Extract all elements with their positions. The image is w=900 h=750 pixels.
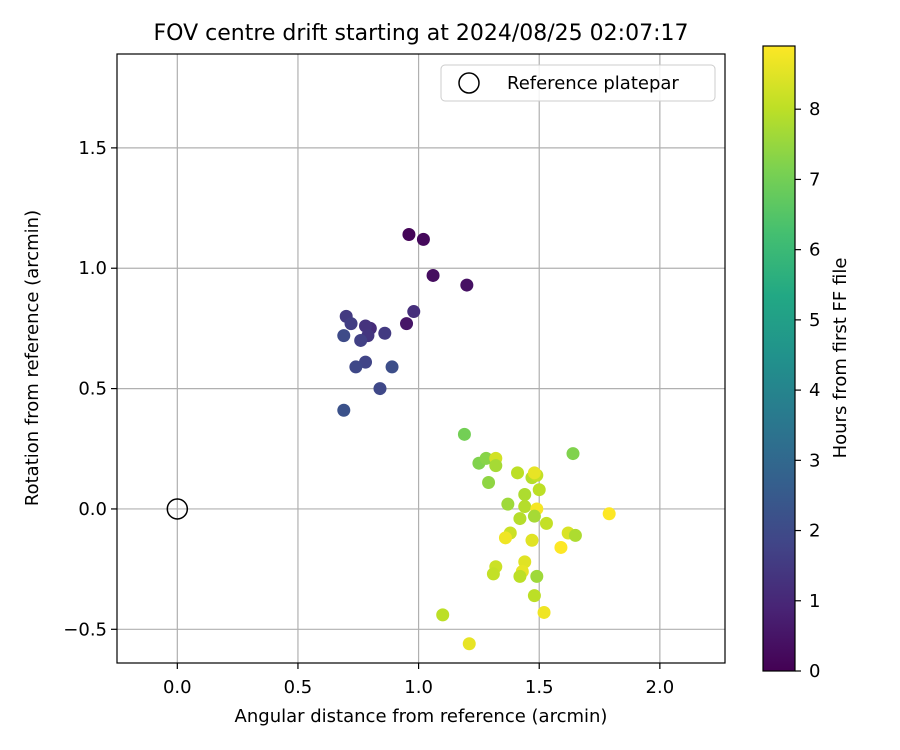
- data-point: [527, 589, 541, 603]
- grid-lines: [117, 54, 725, 663]
- data-point: [513, 512, 527, 526]
- data-point: [457, 427, 471, 441]
- data-point: [527, 466, 541, 480]
- data-points: [337, 228, 616, 651]
- data-point: [416, 232, 430, 246]
- colorbar-tick-label: 0: [809, 661, 820, 682]
- data-point: [378, 326, 392, 340]
- data-point: [518, 488, 532, 502]
- data-point: [337, 329, 351, 343]
- data-point: [518, 500, 532, 514]
- colorbar-tick-label: 5: [809, 310, 820, 331]
- legend-reference-marker: [458, 72, 480, 94]
- reference-platepar-marker: [166, 498, 189, 520]
- colorbar-tick-label: 3: [809, 450, 820, 471]
- data-point: [513, 569, 527, 583]
- data-point: [525, 533, 539, 547]
- y-tick-label: 0.0: [78, 499, 107, 520]
- data-point: [566, 447, 580, 461]
- data-point: [460, 278, 474, 292]
- legend-label-reference: Reference platepar: [507, 73, 679, 94]
- colorbar-ticks: 0 1 2 3 4 5 6 7 8: [795, 99, 820, 682]
- data-point: [385, 360, 399, 374]
- x-axis-label: Angular distance from reference (arcmin): [235, 706, 608, 727]
- colorbar-gradient: [763, 46, 795, 671]
- data-point: [532, 483, 546, 497]
- data-point: [337, 403, 351, 417]
- colorbar-label: Hours from first FF file: [830, 258, 851, 459]
- colorbar-tick-label: 8: [809, 99, 820, 120]
- data-point: [349, 360, 363, 374]
- data-point: [511, 466, 525, 480]
- data-point: [462, 637, 476, 651]
- colorbar-tick-label: 6: [809, 240, 820, 261]
- data-point: [501, 497, 515, 511]
- data-point: [400, 317, 414, 331]
- data-point: [354, 333, 368, 347]
- data-point: [530, 569, 544, 583]
- data-point: [539, 516, 553, 530]
- x-tick-label: 1.5: [525, 677, 554, 698]
- data-point: [486, 567, 500, 581]
- colorbar-tick-label: 1: [809, 591, 820, 612]
- colorbar: 0 1 2 3 4 5 6 7 8 Hours from first FF file: [762, 45, 851, 682]
- data-point: [426, 268, 440, 282]
- data-point: [402, 228, 416, 242]
- colorbar-tick-label: 7: [809, 169, 820, 190]
- y-tick-label: 0.5: [78, 379, 107, 400]
- reference-marker-group: [166, 498, 189, 520]
- data-point: [373, 382, 387, 396]
- y-tick-label: 1.5: [78, 138, 107, 159]
- data-point: [602, 507, 616, 521]
- data-point: [554, 540, 568, 554]
- data-point: [489, 459, 503, 473]
- data-point: [537, 605, 551, 619]
- data-point: [527, 509, 541, 523]
- x-tick-label: 2.0: [646, 677, 675, 698]
- data-point: [344, 317, 358, 331]
- data-point: [568, 528, 582, 542]
- data-point: [482, 475, 496, 489]
- x-tick-label: 0.5: [284, 677, 313, 698]
- data-point: [407, 305, 421, 319]
- colorbar-tick-label: 2: [809, 521, 820, 542]
- data-point: [436, 608, 450, 622]
- legend-box: [440, 64, 716, 102]
- colorbar-frame: [762, 45, 796, 672]
- x-axis-ticks: 0.0 0.5 1.0 1.5 2.0: [163, 663, 674, 698]
- y-axis-ticks: −0.5 0.0 0.5 1.0 1.5: [63, 138, 117, 640]
- chart-title: FOV centre drift starting at 2024/08/25 …: [154, 21, 689, 46]
- x-tick-label: 1.0: [404, 677, 433, 698]
- y-axis-label: Rotation from reference (arcmin): [22, 210, 43, 506]
- x-tick-label: 0.0: [163, 677, 192, 698]
- y-tick-label: 1.0: [78, 258, 107, 279]
- plot-frame: [116, 53, 726, 664]
- data-point: [479, 451, 493, 465]
- colorbar-tick-label: 4: [809, 380, 820, 401]
- data-point: [359, 355, 373, 369]
- legend: Reference platepar: [440, 64, 716, 102]
- y-tick-label: −0.5: [63, 619, 107, 640]
- data-point: [498, 531, 512, 545]
